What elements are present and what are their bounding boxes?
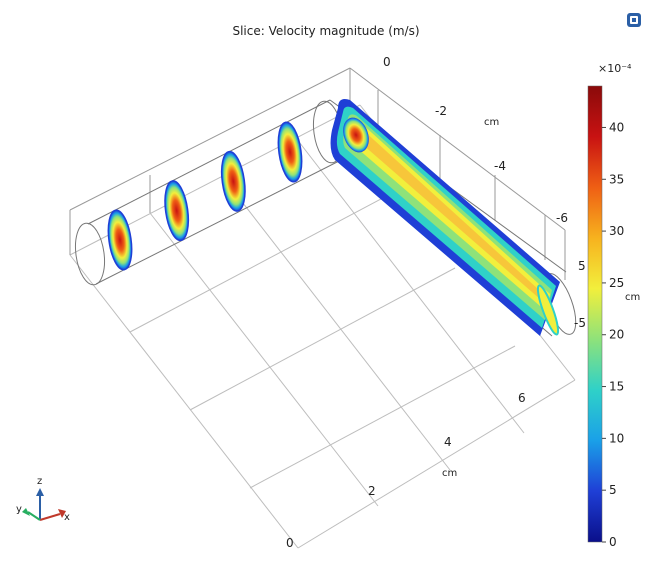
axis-triad: z x y [16,476,70,523]
z-tick-5: 5 [578,259,586,273]
velocity-slice [220,150,246,212]
x-tick-4: 4 [444,435,452,449]
colorbar-gradient [587,85,603,543]
colorbar: ×10⁻⁴ 0 5 10 15 20 25 30 35 40 [587,62,632,549]
y-tick-neg6: -6 [556,211,568,225]
velocity-pipe-slice [330,99,560,336]
x-tick-0: 0 [286,536,294,550]
camera-icon[interactable] [626,12,642,28]
velocity-slice [164,180,190,242]
velocity-slice [277,121,303,183]
y-tick-neg2: -2 [435,104,447,118]
colorbar-tick-label: 0 [609,535,617,549]
triad-y: y [16,504,22,515]
velocity-slices [107,121,303,271]
z-unit: cm [625,292,640,303]
colorbar-multiplier: ×10⁻⁴ [598,62,632,75]
triad-z: z [37,476,42,487]
y-tick-neg4: -4 [494,159,506,173]
bounding-box [69,67,566,280]
y-unit: cm [484,117,499,128]
y-tick-0: 0 [383,55,391,69]
x-unit: cm [442,468,457,479]
colorbar-tick-label: 25 [609,276,624,290]
colorbar-tick-label: 5 [609,483,617,497]
velocity-slice [107,209,133,271]
colorbar-tick-label: 15 [609,380,624,394]
z-tick-neg5: -5 [574,316,586,330]
triad-x: x [64,512,70,523]
colorbar-tick-label: 10 [609,431,624,445]
colorbar-tick-label: 35 [609,172,624,186]
x-tick-6: 6 [518,391,526,405]
colorbar-tick-label: 30 [609,224,624,238]
x-tick-2: 2 [368,484,376,498]
colorbar-tick-label: 20 [609,328,624,342]
colorbar-tick-label: 40 [609,120,624,134]
plot-title: Slice: Velocity magnitude (m/s) [232,24,420,38]
